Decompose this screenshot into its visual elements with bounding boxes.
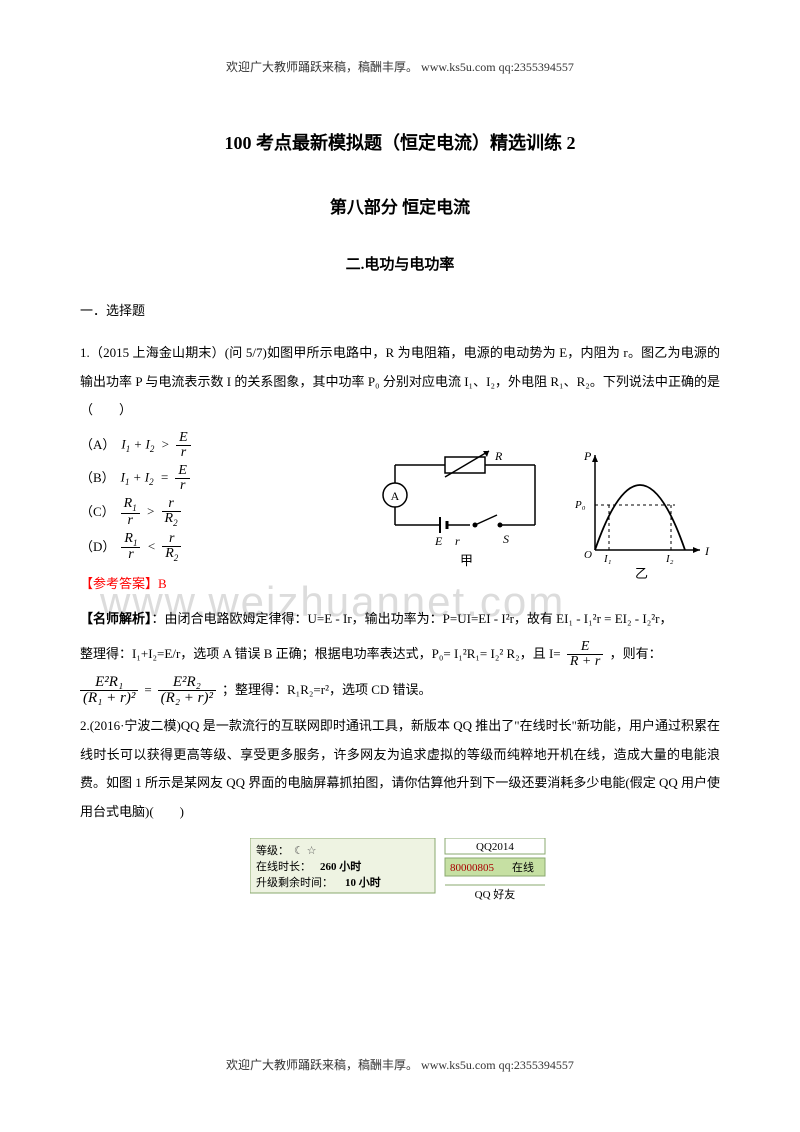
qq-row3-label: 升级剩余时间： xyxy=(256,875,333,889)
section-heading: 一．选择题 xyxy=(80,298,720,324)
optD-expr: R1r < rR2 xyxy=(121,532,181,563)
sub-title: 第八部分 恒定电流 xyxy=(80,191,720,225)
answer-row: 【参考答案】B xyxy=(80,570,720,599)
q2-stem: 2.(2016·宁波二模)QQ 是一款流行的互联网即时通讯工具，新版本 QQ 推… xyxy=(80,712,720,826)
qq-row1-val: ☾ ☆ xyxy=(294,845,317,857)
optA-label: （A） xyxy=(80,432,115,458)
analysis-text2b: ，则有： xyxy=(610,646,662,661)
bigfrac-lhs: E²R₁(R₁ + r)² xyxy=(80,675,138,706)
option-a: （A） I1 + I2 > Er xyxy=(80,431,720,460)
qq-row3-val: 10 小时 xyxy=(345,875,381,889)
analysis-line1: 【名师解析】：由闭合电路欧姆定律得：U=E - Ir，输出功率为：P=UI=EI… xyxy=(80,605,720,634)
frac-E-Rr: ER + r xyxy=(567,640,603,669)
qq-friends: QQ 好友 xyxy=(475,887,516,901)
optB-expr: I1 + I2 = Er xyxy=(121,464,190,493)
optB-label: （B） xyxy=(80,465,115,491)
qq-box-svg: 等级： ☾ ☆ 在线时长： 260 小时 升级剩余时间： 10 小时 QQ201… xyxy=(250,838,550,913)
option-c: （C） R1r > rR2 xyxy=(80,497,720,528)
qq-online-id: 80000805 xyxy=(450,862,495,874)
q1-stem: 1.（2015 上海金山期末）(问 5/7)如图甲所示电路中，R 为电阻箱，电源… xyxy=(80,339,720,425)
option-d: （D） R1r < rR2 xyxy=(80,532,720,563)
optC-label: （C） xyxy=(80,499,115,525)
optD-label: （D） xyxy=(80,534,115,560)
qq-row2-val: 260 小时 xyxy=(320,859,361,873)
main-title: 100 考点最新模拟题（恒定电流）精选训练 2 xyxy=(80,125,720,161)
bigfrac-rhs: E²R₂(R₂ + r)² xyxy=(158,675,216,706)
qq-title: QQ2014 xyxy=(476,841,514,853)
answer-value: B xyxy=(158,576,167,591)
bigfrac-eq: = xyxy=(144,676,151,705)
answer-label: 【参考答案】 xyxy=(80,576,158,591)
analysis-line3: E²R₁(R₁ + r)² = E²R₂(R₂ + r)² ；整理得：R₁R₂=… xyxy=(80,675,720,706)
optA-expr: I1 + I2 > Er xyxy=(121,431,190,460)
qq-screenshot: 等级： ☾ ☆ 在线时长： 260 小时 升级剩余时间： 10 小时 QQ201… xyxy=(250,838,550,922)
analysis-text2: 整理得：I₁+I₂=E/r，选项 A 错误 B 正确；根据电功率表达式，P₀= … xyxy=(80,646,561,661)
option-b: （B） I1 + I2 = Er xyxy=(80,464,720,493)
qq-row1-label: 等级： xyxy=(256,843,289,857)
analysis-line2: 整理得：I₁+I₂=E/r，选项 A 错误 B 正确；根据电功率表达式，P₀= … xyxy=(80,640,720,670)
page-footer: 欢迎广大教师踊跃来稿，稿酬丰厚。 www.ks5u.com qq:2355394… xyxy=(0,1053,800,1077)
analysis-text1: ：由闭合电路欧姆定律得：U=E - Ir，输出功率为：P=UI=EI - I²r… xyxy=(152,611,673,626)
analysis-text3: ；整理得：R₁R₂=r²，选项 CD 错误。 xyxy=(222,676,432,705)
optC-expr: R1r > rR2 xyxy=(121,497,181,528)
page-header: 欢迎广大教师踊跃来稿，稿酬丰厚。 www.ks5u.com qq:2355394… xyxy=(0,55,800,79)
qq-row2-label: 在线时长： xyxy=(256,859,311,873)
analysis-label: 【名师解析】 xyxy=(80,611,152,626)
section-title: 二.电功与电功率 xyxy=(80,250,720,280)
qq-online-text: 在线 xyxy=(512,860,534,874)
